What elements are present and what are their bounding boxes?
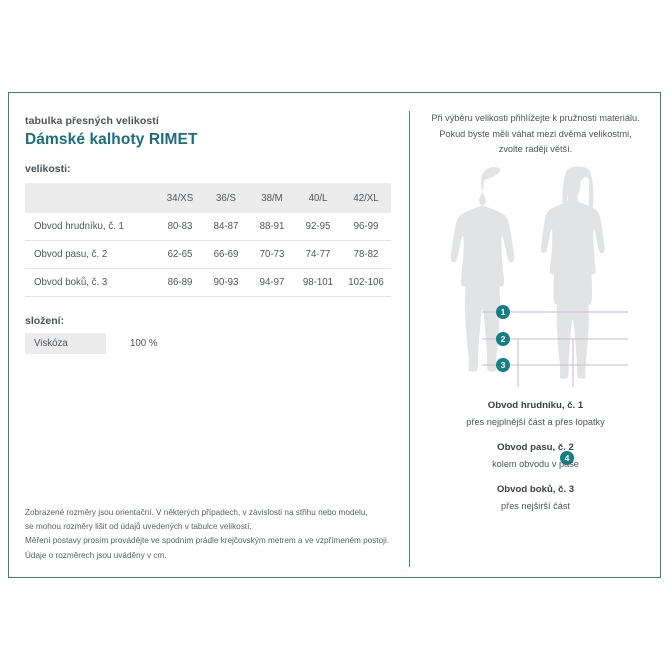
measure-desc-chest: přes nejplnější část a přes lopatky bbox=[466, 417, 605, 427]
marker-1: 1 bbox=[496, 305, 510, 319]
cell-hips-40l: 98-101 bbox=[302, 277, 334, 288]
size-table-header-row: 34/XS 36/S 38/M 40/L 42/XL bbox=[25, 183, 391, 213]
table-row: Obvod hrudníku, č. 1 80-83 84-87 88-91 9… bbox=[25, 213, 391, 241]
composition-percent: 100 % bbox=[130, 338, 158, 349]
column-header-34xs: 34/XS bbox=[166, 192, 194, 204]
cell-waist-40l: 74-77 bbox=[305, 249, 331, 260]
measure-desc-hips: přes nejširší část bbox=[501, 501, 570, 511]
sizes-section-label: velikosti: bbox=[25, 163, 71, 175]
cell-hips-34xs: 86-89 bbox=[167, 277, 193, 288]
column-header-40l: 40/L bbox=[308, 192, 328, 204]
advice-line-3: zvolte raději větší. bbox=[498, 144, 573, 154]
row-label-waist: Obvod pasu, č. 2 bbox=[34, 249, 108, 260]
measure-title-hips: Obvod boků, č. 3 bbox=[496, 484, 575, 495]
male-silhouette-icon bbox=[450, 167, 515, 372]
measure-title-chest: Obvod hrudníku, č. 1 bbox=[487, 400, 584, 411]
eyebrow-label: tabulka přesných velikostí bbox=[25, 115, 159, 127]
footer-line-3: Měření postavy prosím provádějte ve spod… bbox=[25, 536, 390, 546]
cell-chest-36s: 84-87 bbox=[213, 221, 239, 232]
composition-material: Viskóza bbox=[25, 333, 106, 354]
left-panel: tabulka přesných velikostí Dámské kalhot… bbox=[9, 93, 409, 577]
cell-hips-42xl: 102-106 bbox=[348, 277, 384, 288]
size-chart-frame: tabulka přesných velikostí Dámské kalhot… bbox=[8, 92, 661, 578]
column-header-38m: 38/M bbox=[261, 192, 283, 204]
cell-chest-40l: 92-95 bbox=[305, 221, 331, 232]
column-header-42xl: 42/XL bbox=[353, 192, 379, 204]
column-header-measure bbox=[25, 183, 157, 213]
cell-chest-34xs: 80-83 bbox=[167, 221, 193, 232]
marker-2: 2 bbox=[496, 332, 510, 346]
footer-disclaimer: Zobrazené rozměry jsou orientační. V něk… bbox=[25, 506, 395, 563]
female-silhouette-icon bbox=[540, 166, 605, 379]
cell-chest-42xl: 96-99 bbox=[353, 221, 379, 232]
table-row: Obvod boků, č. 3 86-89 90-93 94-97 98-10… bbox=[25, 269, 391, 297]
footer-line-1: Zobrazené rozměry jsou orientační. V něk… bbox=[25, 508, 368, 517]
measurement-descriptions: Obvod hrudníku, č. 1 přes nejplnější čás… bbox=[410, 398, 661, 514]
advice-line-1: Při výběru velikosti přihlížejte k pružn… bbox=[431, 113, 640, 123]
cell-waist-36s: 66-69 bbox=[213, 249, 239, 260]
cell-waist-34xs: 62-65 bbox=[167, 249, 193, 260]
size-table-body: Obvod hrudníku, č. 1 80-83 84-87 88-91 9… bbox=[25, 213, 391, 297]
measure-item-chest: Obvod hrudníku, č. 1 přes nejplnější čás… bbox=[410, 398, 661, 430]
measure-title-waist: Obvod pasu, č. 2 bbox=[497, 442, 574, 453]
cell-waist-42xl: 78-82 bbox=[353, 249, 379, 260]
body-silhouettes-svg bbox=[450, 166, 628, 387]
cell-hips-38m: 94-97 bbox=[259, 277, 285, 288]
cell-waist-38m: 70-73 bbox=[259, 249, 285, 260]
measure-item-waist: Obvod pasu, č. 2 kolem obvodu v pase bbox=[410, 440, 661, 472]
table-row: Obvod pasu, č. 2 62-65 66-69 70-73 74-77… bbox=[25, 241, 391, 269]
sizing-advice: Při výběru velikosti přihlížejte k pružn… bbox=[410, 111, 661, 158]
advice-line-2: Pokud byste měli váhat mezi dvěma veliko… bbox=[439, 128, 632, 139]
composition-row: Viskóza 100 % bbox=[25, 333, 382, 354]
row-label-chest: Obvod hrudníku, č. 1 bbox=[34, 221, 124, 232]
column-header-36s: 36/S bbox=[216, 192, 236, 204]
measurement-lines bbox=[482, 311, 628, 387]
right-panel: Při výběru velikosti přihlížejte k pružn… bbox=[410, 93, 661, 577]
marker-4: 4 bbox=[560, 451, 574, 465]
measure-item-hips: Obvod boků, č. 3 přes nejširší část bbox=[410, 482, 661, 514]
footer-line-2: se mohou rozměry lišit od údajů uvedenýc… bbox=[25, 522, 252, 532]
measure-desc-waist: kolem obvodu v pase bbox=[492, 459, 579, 469]
page-title: Dámské kalhoty RIMET bbox=[25, 131, 198, 148]
size-table-head: 34/XS 36/S 38/M 40/L 42/XL bbox=[25, 183, 391, 213]
row-label-hips: Obvod boků, č. 3 bbox=[34, 277, 108, 288]
footer-line-4: Údaje o rozměrech jsou uváděny v cm. bbox=[25, 550, 167, 560]
cell-chest-38m: 88-91 bbox=[259, 221, 285, 232]
body-figures-diagram: 1 2 3 4 bbox=[432, 165, 642, 465]
panel-divider bbox=[409, 111, 410, 567]
composition-section-label: složení: bbox=[25, 315, 65, 327]
marker-3: 3 bbox=[496, 358, 510, 372]
size-table: 34/XS 36/S 38/M 40/L 42/XL Obvod hrudník… bbox=[25, 183, 391, 297]
cell-hips-36s: 90-93 bbox=[213, 277, 239, 288]
